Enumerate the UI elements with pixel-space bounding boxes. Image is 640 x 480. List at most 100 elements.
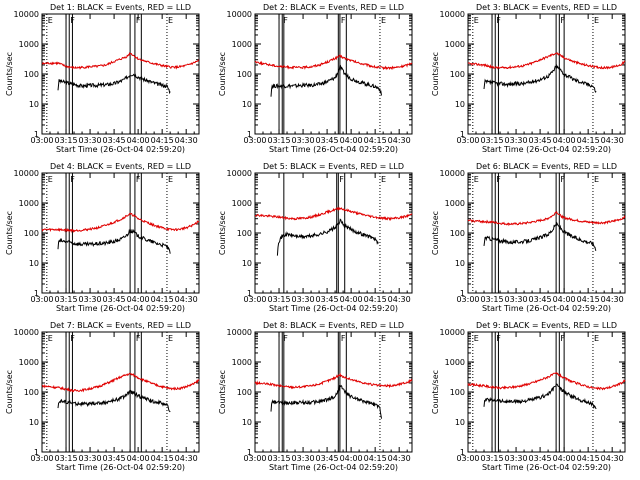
y-tick-label: 10 [29, 259, 39, 268]
marker-label: F [339, 175, 344, 184]
y-tick-label: 1000 [232, 358, 252, 367]
panel-title: Det 7: BLACK = Events, RED = LLD [50, 321, 191, 330]
y-tick-label: 100 [24, 229, 39, 238]
x-tick-label: 03:45 [103, 136, 126, 145]
x-tick-label: 03:45 [316, 136, 339, 145]
marker-label: F [70, 175, 75, 184]
x-tick-label: 03:30 [79, 295, 102, 304]
y-tick-label: 100 [24, 388, 39, 397]
x-tick-label: 03:00 [30, 136, 53, 145]
marker-label: E [48, 334, 53, 343]
panel-title: Det 5: BLACK = Events, RED = LLD [263, 162, 404, 171]
marker-label: F [136, 334, 141, 343]
marker-label: F [283, 334, 288, 343]
panel-det-5: Det 5: BLACK = Events, RED = LLD 1 10 100 10… [218, 162, 413, 313]
y-axis-label: Counts/sec [431, 370, 440, 414]
x-tick-label: 03:15 [480, 295, 503, 304]
marker-label: F [70, 16, 75, 25]
y-axis-label: Counts/sec [218, 370, 227, 414]
panel-title: Det 8: BLACK = Events, RED = LLD [263, 321, 404, 330]
x-tick-label: 04:15 [364, 454, 387, 463]
y-tick-label: 1000 [19, 40, 39, 49]
x-tick-label: 04:15 [151, 295, 174, 304]
y-tick-label: 100 [450, 229, 465, 238]
y-tick-label: 10 [242, 100, 252, 109]
y-tick-label: 10000 [227, 169, 252, 178]
x-axis-label: Start Time (26-Oct-04 02:59:20) [269, 145, 398, 154]
series-lld-line [41, 212, 200, 233]
panel-det-9: Det 9: BLACK = Events, RED = LLD 1 10 100 10… [431, 321, 626, 472]
x-tick-label: 04:30 [175, 136, 198, 145]
y-axis-label: Counts/sec [431, 52, 440, 96]
x-tick-label: 03:45 [529, 454, 552, 463]
plot-frame [254, 172, 413, 294]
x-tick-label: 03:30 [79, 454, 102, 463]
series-lld-line [467, 372, 626, 391]
x-tick-label: 03:45 [529, 136, 552, 145]
marker-label: F [496, 16, 501, 25]
marker-label: F [341, 16, 346, 25]
marker-label: E [168, 16, 173, 25]
y-tick-label: 1 [460, 130, 465, 139]
x-tick-label: 04:00 [127, 454, 150, 463]
panel-det-7: Det 7: BLACK = Events, RED = LLD 1 10 100 10… [5, 321, 200, 472]
y-tick-label: 1000 [232, 40, 252, 49]
x-tick-label: 03:30 [79, 136, 102, 145]
y-tick-label: 10 [242, 418, 252, 427]
y-tick-label: 1000 [19, 358, 39, 367]
x-tick-label: 03:15 [54, 136, 77, 145]
y-tick-label: 1000 [445, 199, 465, 208]
y-axis-label: Counts/sec [5, 211, 14, 255]
series-lld-line [41, 372, 200, 393]
y-tick-label: 100 [237, 388, 252, 397]
marker-label: F [560, 16, 565, 25]
series-events-line [270, 63, 382, 97]
y-tick-label: 10000 [227, 10, 252, 19]
marker-label: E [474, 16, 479, 25]
x-tick-label: 04:15 [577, 295, 600, 304]
x-tick-label: 04:30 [601, 295, 624, 304]
y-tick-label: 100 [450, 70, 465, 79]
x-tick-label: 04:30 [175, 295, 198, 304]
y-tick-label: 10 [455, 259, 465, 268]
x-tick-label: 03:00 [30, 295, 53, 304]
series-events-line [483, 63, 597, 93]
y-axis-label: Counts/sec [431, 211, 440, 255]
x-tick-label: 04:15 [364, 136, 387, 145]
y-tick-label: 1 [460, 289, 465, 298]
y-tick-label: 1 [34, 130, 39, 139]
y-tick-label: 10 [29, 418, 39, 427]
x-tick-label: 03:45 [529, 295, 552, 304]
x-axis-label: Start Time (26-Oct-04 02:59:20) [269, 463, 398, 472]
marker-label: E [168, 175, 173, 184]
y-axis-label: Counts/sec [218, 211, 227, 255]
marker-label: E [168, 334, 173, 343]
marker-label: F [341, 334, 346, 343]
panel-det-2: Det 2: BLACK = Events, RED = LLD 1 10 100 10… [218, 3, 413, 154]
x-axis-label: Start Time (26-Oct-04 02:59:20) [482, 463, 611, 472]
x-tick-label: 03:00 [243, 136, 266, 145]
y-tick-label: 100 [450, 388, 465, 397]
panel-title: Det 1: BLACK = Events, RED = LLD [50, 3, 191, 12]
x-tick-label: 03:15 [267, 295, 290, 304]
x-tick-label: 04:00 [340, 454, 363, 463]
series-events-line [483, 383, 597, 410]
y-tick-label: 1000 [445, 40, 465, 49]
x-tick-label: 03:00 [30, 454, 53, 463]
y-tick-label: 10 [242, 259, 252, 268]
marker-label: F [560, 334, 565, 343]
y-tick-label: 100 [237, 70, 252, 79]
panel-title: Det 4: BLACK = Events, RED = LLD [50, 162, 191, 171]
y-axis-label: Counts/sec [218, 52, 227, 96]
panel-title: Det 6: BLACK = Events, RED = LLD [476, 162, 617, 171]
y-tick-label: 10000 [14, 10, 39, 19]
x-tick-label: 04:15 [151, 454, 174, 463]
y-tick-label: 10 [455, 100, 465, 109]
x-tick-label: 04:30 [388, 454, 411, 463]
x-tick-label: 03:15 [267, 136, 290, 145]
series-lld-line [254, 54, 413, 71]
x-axis-label: Start Time (26-Oct-04 02:59:20) [269, 304, 398, 313]
marker-label: E [594, 334, 599, 343]
marker-label: E [381, 175, 386, 184]
series-events-line [270, 384, 382, 419]
